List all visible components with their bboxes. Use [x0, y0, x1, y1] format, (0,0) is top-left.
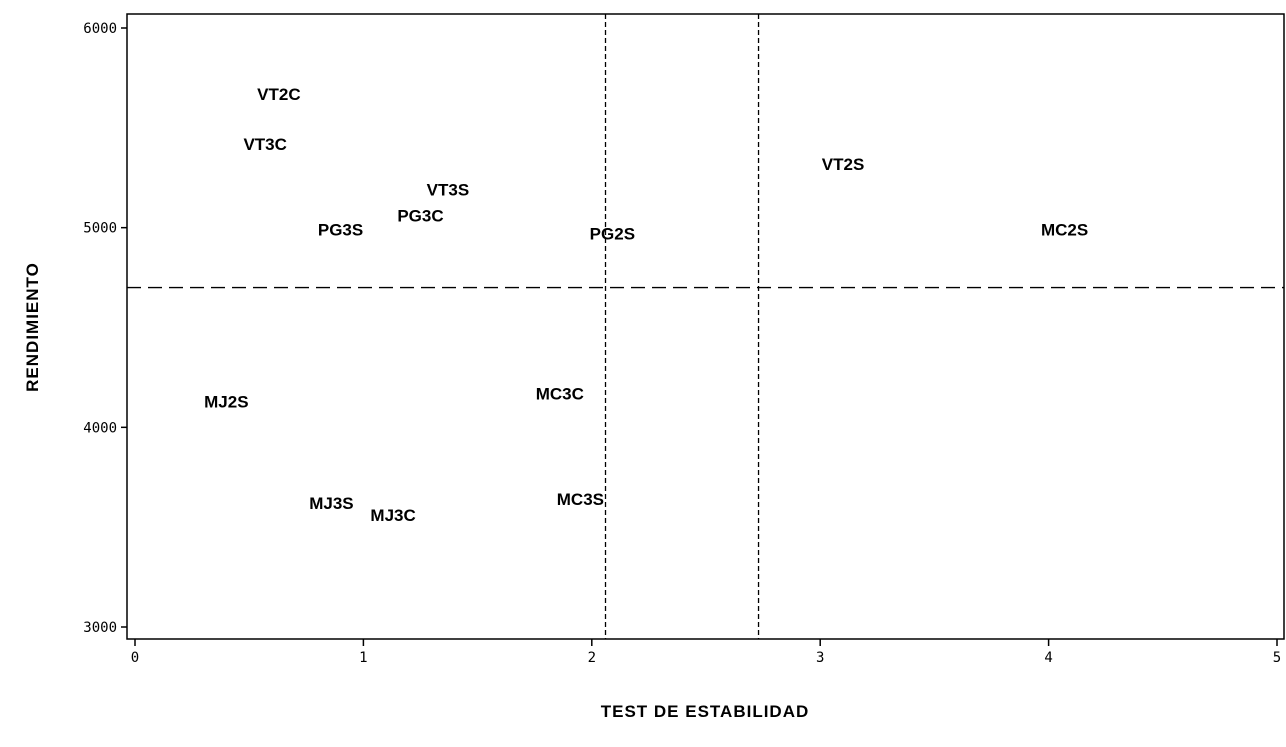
y-tick-label: 4000 [83, 420, 117, 436]
x-tick-label: 5 [1273, 650, 1281, 666]
x-tick-label: 1 [359, 650, 367, 666]
y-tick-label: 3000 [83, 620, 117, 636]
point-label: MJ3C [370, 506, 415, 525]
axes: 3000 4000 5000 6000 0 1 2 3 4 5 [83, 13, 1285, 666]
point-label: MC2S [1041, 221, 1088, 240]
point-labels: VT2C VT3C VT3S PG3C PG3S PG2S VT2S MC2S MJ2S MC3C… [204, 85, 1088, 525]
point-label: MJ2S [204, 392, 248, 411]
point-label: VT2C [257, 85, 300, 104]
x-axis-title: TEST DE ESTABILIDAD [601, 702, 810, 721]
point-label: PG3C [397, 207, 443, 226]
point-label: MC3S [557, 490, 604, 509]
x-tick-label: 4 [1044, 650, 1052, 666]
x-tick-label: 2 [588, 650, 596, 666]
plot-frame [126, 13, 1285, 640]
point-label: PG3S [318, 221, 363, 240]
x-tick-label: 0 [131, 650, 139, 666]
point-label: VT3C [243, 135, 286, 154]
point-label: MC3C [536, 384, 584, 403]
reference-lines [127, 14, 1284, 639]
point-label: VT2S [822, 155, 865, 174]
y-axis-title: RENDIMIENTO [23, 262, 42, 392]
y-tick-label: 6000 [83, 21, 117, 37]
point-label: PG2S [590, 225, 635, 244]
point-label: VT3S [427, 181, 470, 200]
x-tick-label: 3 [816, 650, 824, 666]
y-tick-label: 5000 [83, 221, 117, 237]
point-label: MJ3S [309, 494, 353, 513]
